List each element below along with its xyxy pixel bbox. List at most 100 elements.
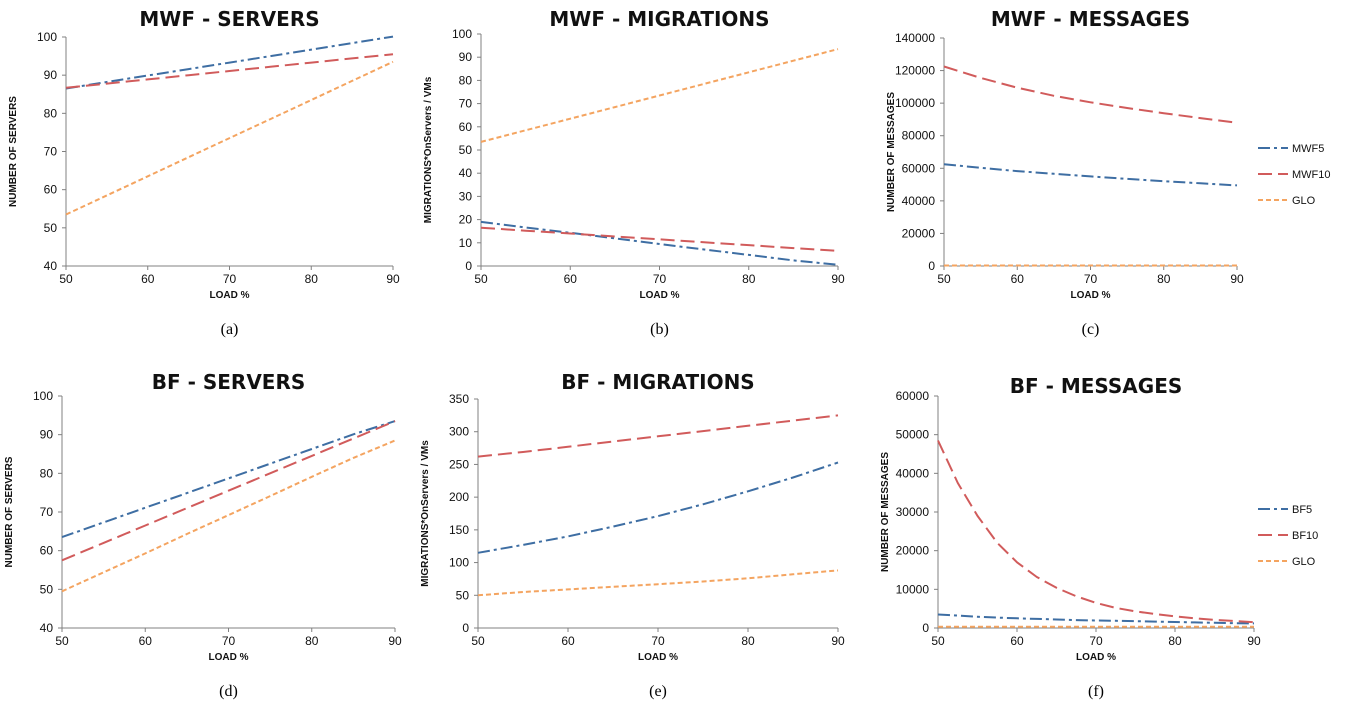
panel-caption: (e) bbox=[649, 683, 667, 700]
legend-label: BF10 bbox=[1292, 530, 1318, 542]
y-tick-label: 90 bbox=[44, 68, 58, 82]
legend-label: BF5 bbox=[1292, 504, 1312, 516]
x-tick-label: 80 bbox=[1157, 272, 1171, 286]
y-tick-label: 20000 bbox=[902, 226, 936, 240]
series-line-mwf10 bbox=[65, 53, 394, 89]
series-line-bf10 bbox=[477, 414, 839, 458]
panel-caption: (c) bbox=[1082, 321, 1100, 338]
y-tick-label: 70 bbox=[44, 145, 58, 159]
series-line-glo bbox=[480, 48, 839, 143]
y-tick-label: 40 bbox=[40, 621, 54, 635]
x-tick-label: 60 bbox=[564, 272, 578, 286]
chart-title: MWF - SERVERS bbox=[139, 7, 319, 31]
x-tick-label: 80 bbox=[742, 272, 756, 286]
y-tick-label: 70 bbox=[459, 97, 473, 111]
y-tick-label: 80000 bbox=[902, 129, 936, 143]
series-line-mwf5 bbox=[65, 35, 394, 90]
panel-caption: (f) bbox=[1088, 683, 1104, 700]
y-tick-label: 50000 bbox=[896, 428, 930, 442]
chart-title: BF - MESSAGES bbox=[1010, 374, 1183, 398]
y-axis-label: MIGRATIONS*OnServers / VMs bbox=[423, 76, 434, 223]
x-tick-label: 60 bbox=[1010, 634, 1024, 648]
y-tick-label: 40 bbox=[459, 166, 473, 180]
y-tick-label: 40 bbox=[44, 259, 58, 273]
y-tick-label: 100 bbox=[449, 556, 469, 570]
chart-title: MWF - MIGRATIONS bbox=[549, 7, 769, 31]
panel-caption: (b) bbox=[650, 321, 669, 338]
y-tick-label: 90 bbox=[459, 50, 473, 64]
y-axis-label: NUMBER OF MESSAGES bbox=[886, 92, 897, 212]
legend-label: GLO bbox=[1292, 556, 1316, 568]
y-tick-label: 70 bbox=[40, 505, 54, 519]
x-tick-label: 50 bbox=[474, 272, 488, 286]
x-tick-label: 50 bbox=[59, 272, 73, 286]
x-tick-label: 50 bbox=[931, 634, 945, 648]
panel-caption: (a) bbox=[221, 321, 239, 338]
chart-panel-6: BF - MESSAGES 0 10000 20000 30000 40000 50000 6… bbox=[880, 374, 1318, 700]
x-tick-label: 50 bbox=[937, 272, 951, 286]
y-tick-label: 50 bbox=[456, 588, 470, 602]
x-tick-label: 90 bbox=[831, 272, 845, 286]
x-tick-label: 80 bbox=[741, 634, 755, 648]
x-axis-label: LOAD % bbox=[1071, 290, 1111, 301]
y-tick-label: 100 bbox=[37, 30, 57, 44]
y-tick-label: 20000 bbox=[896, 544, 930, 558]
y-tick-label: 40000 bbox=[902, 194, 936, 208]
y-tick-label: 60000 bbox=[902, 161, 936, 175]
chart-title: MWF - MESSAGES bbox=[991, 7, 1190, 31]
series-line-glo bbox=[61, 439, 396, 593]
legend-label: MWF5 bbox=[1292, 143, 1324, 155]
y-tick-label: 90 bbox=[40, 428, 54, 442]
series-line-mwf5 bbox=[480, 220, 839, 266]
y-tick-label: 150 bbox=[449, 523, 469, 537]
y-tick-label: 60000 bbox=[896, 389, 930, 403]
series-line-mwf10 bbox=[943, 65, 1238, 124]
y-tick-label: 0 bbox=[462, 621, 469, 635]
y-tick-label: 140000 bbox=[895, 31, 935, 45]
x-tick-label: 60 bbox=[1011, 272, 1025, 286]
chart-panel-2: MWF - MIGRATIONS 0 10 20 30 40 50 60 70 80 90 100 50… bbox=[423, 7, 845, 338]
x-tick-label: 70 bbox=[223, 272, 237, 286]
y-axis-label: NUMBER OF SERVERS bbox=[4, 456, 15, 567]
x-tick-label: 90 bbox=[1247, 634, 1261, 648]
y-tick-label: 0 bbox=[465, 259, 472, 273]
y-tick-label: 60 bbox=[459, 120, 473, 134]
x-axis-label: LOAD % bbox=[209, 652, 249, 663]
x-tick-label: 60 bbox=[141, 272, 155, 286]
series-line-bf10 bbox=[61, 420, 396, 562]
y-tick-label: 10 bbox=[459, 236, 473, 250]
y-tick-label: 60 bbox=[44, 183, 58, 197]
x-tick-label: 50 bbox=[471, 634, 485, 648]
y-tick-label: 40000 bbox=[896, 466, 930, 480]
x-tick-label: 90 bbox=[388, 634, 402, 648]
y-tick-label: 50 bbox=[459, 143, 473, 157]
series-line-glo bbox=[65, 60, 394, 216]
y-tick-label: 30 bbox=[459, 189, 473, 203]
y-tick-label: 0 bbox=[922, 621, 929, 635]
x-tick-label: 70 bbox=[651, 634, 665, 648]
y-tick-label: 80 bbox=[459, 73, 473, 87]
x-tick-label: 70 bbox=[1084, 272, 1098, 286]
y-tick-label: 0 bbox=[928, 259, 935, 273]
y-axis-label: NUMBER OF SERVERS bbox=[8, 96, 19, 207]
y-tick-label: 10000 bbox=[896, 582, 930, 596]
x-tick-label: 90 bbox=[386, 272, 400, 286]
x-tick-label: 70 bbox=[1089, 634, 1103, 648]
x-tick-label: 60 bbox=[139, 634, 153, 648]
series-line-bf5 bbox=[61, 420, 396, 539]
y-axis-label: MIGRATIONS*OnServers / VMs bbox=[420, 440, 431, 587]
y-axis-label: NUMBER OF MESSAGES bbox=[880, 452, 891, 572]
y-tick-label: 30000 bbox=[896, 505, 930, 519]
y-tick-label: 80 bbox=[44, 106, 58, 120]
panel-caption: (d) bbox=[219, 683, 238, 700]
series-line-bf10 bbox=[937, 440, 1255, 624]
legend-label: MWF10 bbox=[1292, 169, 1331, 181]
series-line-glo bbox=[477, 569, 839, 597]
legend-label: GLO bbox=[1292, 195, 1316, 207]
y-tick-label: 100 bbox=[452, 27, 472, 41]
x-axis-label: LOAD % bbox=[640, 290, 680, 301]
y-tick-label: 60 bbox=[40, 544, 54, 558]
